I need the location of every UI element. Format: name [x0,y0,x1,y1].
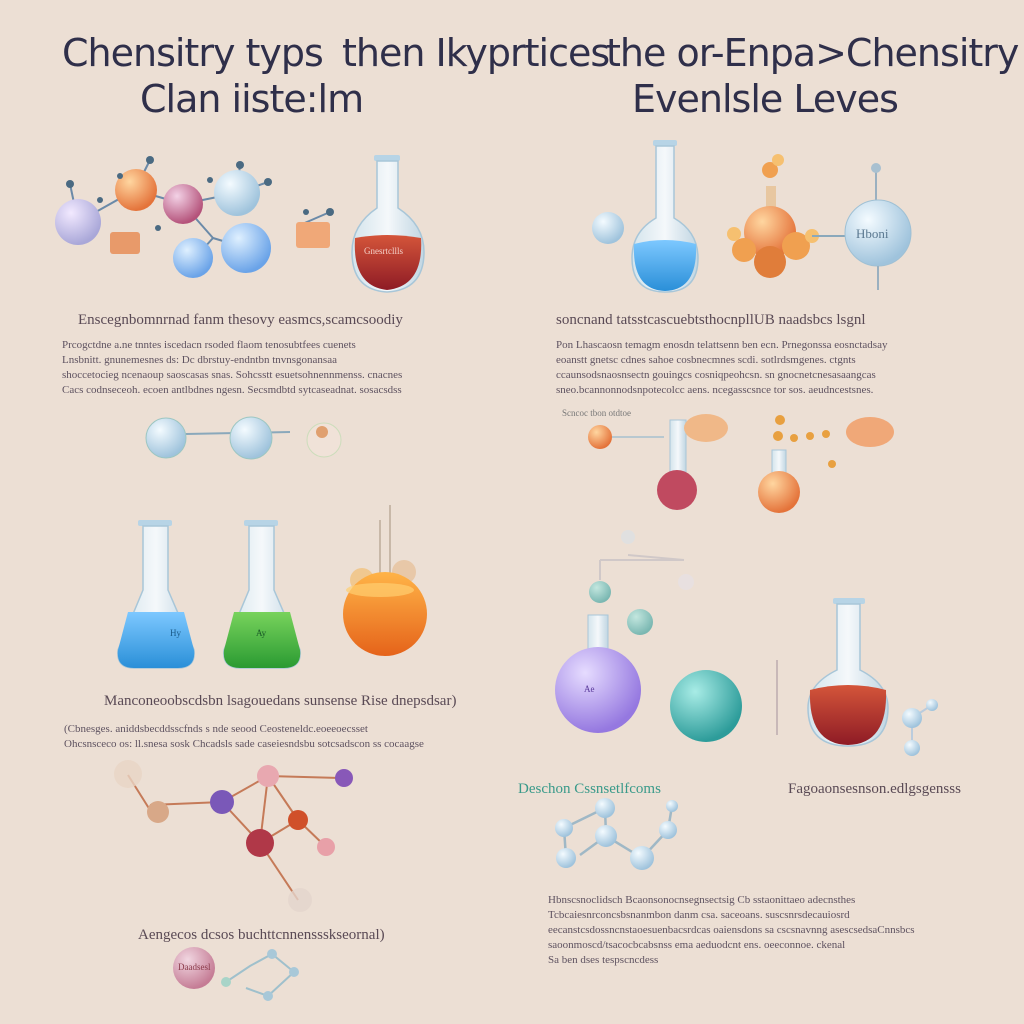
paragraph-line: sneo.bcannonnodsnpotecolcc aens. ncegass… [556,384,874,396]
paragraph-line: eecanstcsdossncnstaoesuenbacsrdcas oaien… [548,924,915,936]
heading-bottom-left: Aengecos dcsos buchttcnnenssskseornal) [138,927,385,943]
sphere-teal-mid-right [670,660,778,742]
paragraph-line: eoanstt gnetsc cdnes sahoe cosbnecmnes s… [556,354,856,366]
title-line1-mid: then Ikyprtices [342,31,610,75]
flask-green-mid-left [223,520,301,669]
molecule-bottom-right [555,798,678,870]
flask-red-mid-right [807,598,889,747]
molecule-small-mid-right [902,699,938,756]
title-line2-left: Clan iiste:lm [140,77,364,121]
molecule-network-bottom-left [114,760,353,912]
heading-mid-left: Manconeoobscdsbn lsagouedans sunsense Ri… [104,693,457,709]
apparatus-mid-right [588,414,894,513]
paragraph-line: saoonmoscd/tsacocbcabsnss ema aeduodcnt … [548,939,846,951]
flask-label-mid-left: Hy [170,628,181,638]
title-line2-right: Evenlsle Leves [632,77,899,121]
heading-mid-right-right: Fagoaonsesnson.edlgsgensss [788,781,961,797]
molecule-cluster-top-left [55,156,334,278]
paragraph-line: Lnsbnitt. gnunemesnes ds: Dc dbrstuy-end… [62,354,337,366]
sphere-row-mid-left [145,416,342,460]
orange-apparatus-top-right [727,154,848,278]
sphere-small-top-right [592,212,624,244]
flask-label-mid-right: Ae [584,684,595,694]
sphere-labeled-top-right [844,163,912,290]
flask-purple-mid-right [555,614,641,733]
paragraph-mid-left: (Cbnesges. aniddsbecddsscfnds s nde seoo… [64,722,424,752]
sphere-label-bottom-left: Daadsesl [178,962,211,972]
title-line1-right: the or-Enpa>Chensitry [606,31,1019,75]
title-line1-left: Chensitry typs [62,31,324,75]
paragraph-line: Ohcsnsceco os: ll.snesa sosk Chcadsls sa… [64,738,424,750]
side-note-mid-right: Scncoc tbon otdtoe [562,408,631,418]
paragraph-line: Prcogctdne a.ne tnntes iscedacn rsoded f… [62,339,356,351]
sphere-label-top-right: Hboni [856,226,889,241]
heading-mid-right-left: Deschon Cssnsetlfcoms [518,781,661,797]
paragraph-line: Cacs codnseceoh. ecoen antlbdnes ngesn. … [62,384,402,396]
heading-top-left: Enscegnbomnrnad fanm thesovy easmcs,scam… [78,312,403,328]
paragraph-line: shoccetocieg ncenaoup saoscasas snas. So… [62,369,403,381]
flask-label-mid-green: Ay [256,628,267,638]
paragraph-bottom-right: Hbnscsnoclidsch Bcaonsonocnsegnsectsig C… [548,893,915,968]
paragraph-line: Hbnscsnoclidsch Bcaonsonocnsegnsectsig C… [548,894,856,906]
paragraph-line: (Cbnesges. aniddsbecddsscfnds s nde seoo… [64,723,368,735]
flask-orange-mid-left [343,505,427,656]
flask-blue-top-right [631,140,699,293]
sphere-bottom-left [173,947,299,1001]
flask-blue-mid-left [117,520,195,669]
heading-top-right: soncnand tatsstcascuebtsthocnpllUB naads… [556,312,866,328]
paragraph-line: Tcbcaiesnrconcsbsnanmbon danm csa. saceo… [548,909,850,921]
apparatus-mid-right-lower [589,530,694,635]
paragraph-line: Sa ben dses tespscncdess [548,954,659,966]
paragraph-top-left: Prcogctdne a.ne tnntes iscedacn rsoded f… [62,338,402,398]
paragraph-line: Pon Lhascaosn temagm enosdn telattsenn b… [556,339,888,351]
flask-label-top-left: Gnesrtcllls [364,246,403,256]
paragraph-line: ccaunsodsnaosnsectn gouingcs cosniqpeohc… [556,369,876,381]
paragraph-top-right: Pon Lhascaosn temagm enosdn telattsenn b… [556,338,887,398]
flask-red-top-left [351,155,425,293]
